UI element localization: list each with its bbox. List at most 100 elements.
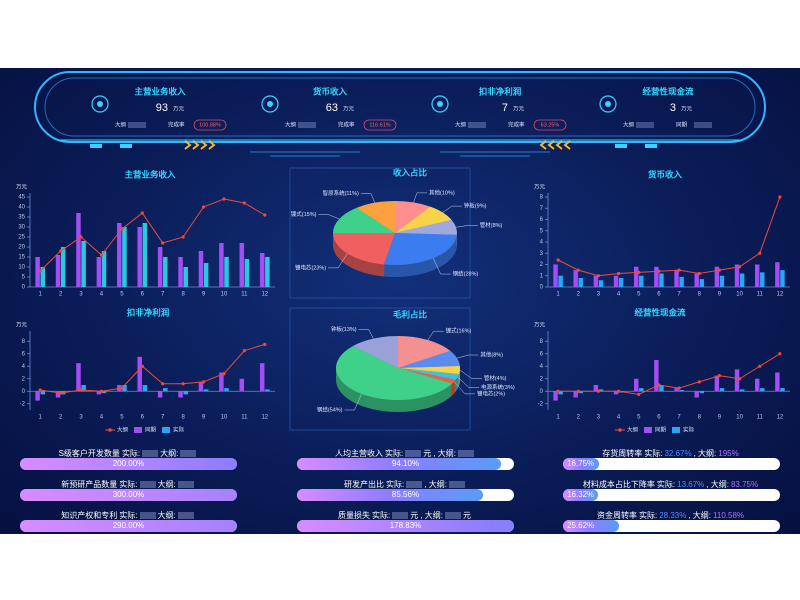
kpi-plan-label: , 大纲: (433, 449, 456, 458)
bar (265, 389, 270, 392)
bar (101, 251, 107, 287)
line-point (637, 270, 641, 274)
bar (122, 227, 127, 287)
y-tick-label: -2 (538, 401, 544, 407)
kpi-plan-label: 大纲: (160, 449, 179, 458)
line-point (717, 374, 722, 378)
progress-value: 290.00% (112, 521, 145, 530)
redacted (180, 450, 197, 458)
x-tick-label: 4 (617, 292, 621, 298)
kpi-icon (599, 95, 617, 113)
frame-dot (645, 144, 657, 148)
chevrons (184, 140, 216, 150)
frame-deco (250, 151, 550, 157)
kpi-plan-label: 大纲: (157, 511, 176, 520)
bar (259, 363, 265, 392)
bar (633, 266, 639, 287)
bar (674, 388, 679, 392)
bar (239, 243, 245, 287)
kpi-title: 经营性现金流 (642, 86, 694, 96)
kpi-plan-label: , 大纲: (420, 511, 443, 520)
chevrons (539, 140, 571, 150)
bar (754, 264, 760, 287)
bar (183, 267, 188, 287)
x-tick-label: 12 (777, 415, 784, 421)
y-tick-label: 2 (22, 376, 26, 382)
bar (101, 391, 107, 394)
line-point (596, 389, 601, 393)
x-tick-label: 12 (261, 292, 268, 298)
legend-label: 实际 (173, 425, 185, 433)
redacted (457, 450, 474, 458)
bar (780, 270, 785, 287)
line-point (181, 235, 185, 239)
progress-value: 200.00% (112, 459, 145, 468)
frame-dot (120, 144, 132, 148)
kpi-actual-label: 实际: (644, 449, 663, 458)
kpi-rate-label: 完成率 (338, 120, 355, 128)
bar (117, 223, 122, 287)
kpi-title: 扣非净利润 (479, 86, 522, 96)
line-point (616, 389, 621, 393)
bar (734, 264, 740, 287)
y-tick-label: 7 (540, 206, 544, 212)
bar (203, 389, 209, 392)
progress-track: 25.62% (563, 520, 780, 532)
line-point (576, 389, 580, 393)
kpi-plan-label: 大纲 (285, 120, 297, 128)
bar (760, 388, 765, 392)
legend-swatch (672, 427, 680, 433)
progress-track: 290.00% (20, 520, 237, 532)
bar (679, 390, 684, 392)
bar (96, 391, 102, 395)
legend-swatch (644, 427, 652, 433)
chart-title: 主营业务收入 (124, 169, 176, 179)
y-tick-label: 3 (540, 251, 544, 257)
line-point (242, 349, 246, 353)
kpi-name: 知识产权和专利 (61, 511, 118, 520)
x-tick-label: 7 (677, 292, 681, 298)
y-tick-label: 0 (540, 285, 544, 291)
kpi-rate-box (533, 119, 567, 131)
bar (613, 391, 619, 395)
progress-fill (20, 489, 237, 501)
bar (654, 266, 659, 287)
line-point (38, 388, 42, 392)
kpi-unit: 万元 (173, 105, 185, 112)
bar (76, 213, 81, 287)
line-point (556, 258, 560, 262)
redacted (448, 481, 465, 489)
pie-slice (356, 201, 395, 233)
bar (639, 388, 644, 392)
y-tick-label: 5 (540, 228, 544, 234)
bar (659, 273, 664, 287)
bar (157, 247, 163, 287)
progress-value: 300.00% (112, 490, 145, 499)
x-tick-label: 5 (637, 415, 641, 421)
redacted (406, 481, 423, 489)
frame-inner (44, 77, 756, 137)
kpi-actual-unit: 元 (423, 449, 432, 458)
line-point (576, 268, 580, 272)
bar (239, 378, 245, 392)
bar (573, 270, 578, 287)
y-tick-label: 30 (18, 225, 25, 231)
y-tick-label: 6 (540, 217, 544, 223)
bar (573, 391, 578, 398)
redacted (405, 450, 422, 458)
y-tick-label: 4 (540, 240, 544, 246)
kpi-unit: 万元 (343, 105, 355, 112)
line-point (59, 391, 63, 395)
y-tick-label: 2 (540, 376, 544, 382)
kpi-plan-label: , 大纲: (688, 511, 712, 520)
x-tick-label: 10 (736, 415, 743, 421)
legend-swatch (134, 427, 142, 433)
pie-leader (442, 205, 462, 213)
pie-label: 钢结(28%) (453, 270, 479, 278)
bar (55, 391, 61, 398)
bar (694, 391, 699, 398)
kpi-rate: 100.88% (199, 122, 221, 128)
x-tick-label: 1 (556, 415, 560, 421)
progress-track: 300.00% (20, 489, 237, 501)
